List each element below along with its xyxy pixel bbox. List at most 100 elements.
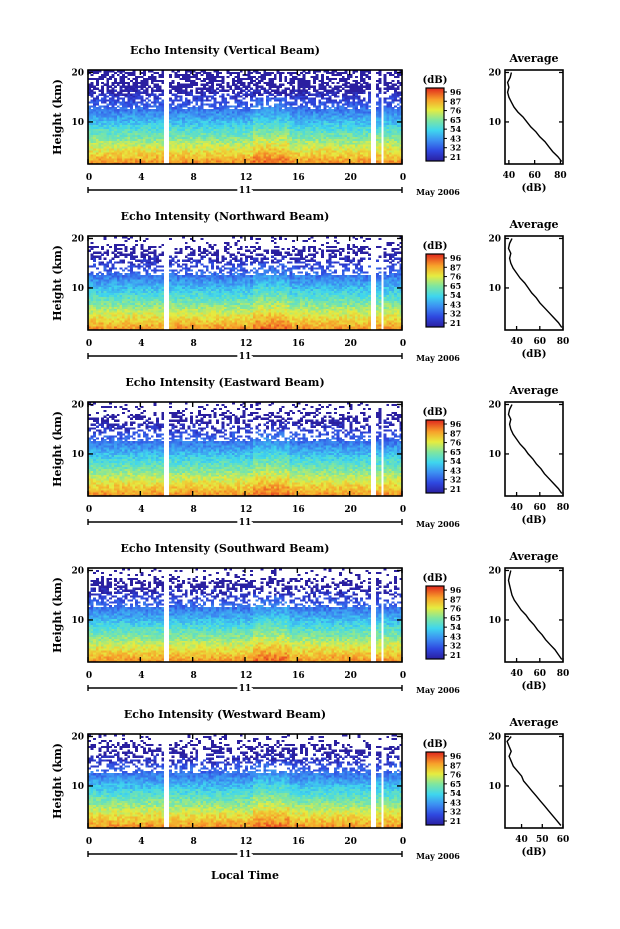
y-axis-label: Height (km) xyxy=(51,79,64,155)
y-axis-label: Height (km) xyxy=(51,743,64,819)
day-label: 11 xyxy=(239,186,252,196)
profile-y-tick-label: 20 xyxy=(488,234,501,244)
profile-x-tick-label: 80 xyxy=(557,503,570,513)
colorbar xyxy=(426,752,444,825)
panel-title: Echo Intensity (Eastward Beam) xyxy=(125,376,324,389)
colorbar-tick-label: 21 xyxy=(450,816,461,826)
x-tick-label: 20 xyxy=(344,505,357,515)
profile-frame xyxy=(505,236,563,330)
x-tick-label: 0 xyxy=(400,173,406,183)
profile-frame xyxy=(505,568,563,662)
x-tick-label: 16 xyxy=(292,837,305,847)
date-label: May 2006 xyxy=(416,353,460,363)
x-tick-label: 4 xyxy=(138,173,144,183)
y-axis-label: Height (km) xyxy=(51,245,64,321)
profile-x-label: (dB) xyxy=(522,515,547,526)
panel-title: Echo Intensity (Westward Beam) xyxy=(124,708,326,721)
profile-x-tick-label: 80 xyxy=(557,337,570,347)
profile-x-tick-label: 60 xyxy=(534,503,547,513)
profile-x-label: (dB) xyxy=(522,847,547,858)
x-tick-label: 16 xyxy=(292,173,305,183)
heatmap xyxy=(88,734,402,828)
y-tick-label: 20 xyxy=(71,68,84,78)
x-tick-label: 20 xyxy=(344,173,357,183)
profile-y-tick-label: 20 xyxy=(488,400,501,410)
profile-x-label: (dB) xyxy=(522,183,547,194)
panel-2: Echo Intensity (Northward Beam)1020Heigh… xyxy=(51,210,569,363)
day-label: 11 xyxy=(239,352,252,362)
profile-x-tick-label: 60 xyxy=(557,835,570,845)
x-tick-label: 20 xyxy=(344,339,357,349)
panel-title: Echo Intensity (Southward Beam) xyxy=(121,542,330,555)
profile-line xyxy=(508,73,562,162)
date-label: May 2006 xyxy=(416,519,460,529)
profile-title: Average xyxy=(508,384,558,397)
x-tick-label: 20 xyxy=(344,671,357,681)
heatmap xyxy=(88,236,402,330)
x-tick-label: 12 xyxy=(240,837,253,847)
x-tick-label: 12 xyxy=(240,173,253,183)
x-tick-label: 0 xyxy=(400,505,406,515)
x-tick-label: 8 xyxy=(191,837,197,847)
colorbar-tick-label: 21 xyxy=(450,152,461,162)
date-label: May 2006 xyxy=(416,187,460,197)
x-tick-label: 12 xyxy=(240,671,253,681)
x-tick-label: 4 xyxy=(138,505,144,515)
y-tick-label: 10 xyxy=(71,118,84,128)
profile-x-tick-label: 60 xyxy=(534,669,547,679)
profile-title: Average xyxy=(508,218,558,231)
x-tick-label: 4 xyxy=(138,671,144,681)
x-tick-label: 4 xyxy=(138,339,144,349)
profile-x-tick-label: 40 xyxy=(503,171,516,181)
x-tick-label: 0 xyxy=(86,505,92,515)
profile-title: Average xyxy=(508,550,558,563)
x-tick-label: 8 xyxy=(191,339,197,349)
y-tick-label: 10 xyxy=(71,284,84,294)
x-tick-label: 0 xyxy=(86,837,92,847)
x-tick-label: 0 xyxy=(400,339,406,349)
x-tick-label: 16 xyxy=(292,505,305,515)
x-tick-label: 0 xyxy=(86,671,92,681)
profile-y-tick-label: 20 xyxy=(488,566,501,576)
y-axis-label: Height (km) xyxy=(51,577,64,653)
x-tick-label: 20 xyxy=(344,837,357,847)
profile-y-tick-label: 20 xyxy=(488,732,501,742)
x-tick-label: 0 xyxy=(86,173,92,183)
colorbar-tick-label: 21 xyxy=(450,318,461,328)
colorbar xyxy=(426,254,444,327)
profile-frame xyxy=(505,402,563,496)
y-axis-label: Height (km) xyxy=(51,411,64,487)
x-tick-label: 8 xyxy=(191,505,197,515)
x-axis-label: Local Time xyxy=(211,869,279,882)
colorbar-label: (dB) xyxy=(423,407,448,418)
panel-1: Echo Intensity (Vertical Beam) 10 20 Height… xyxy=(51,44,567,197)
y-tick-label: 20 xyxy=(71,400,84,410)
profile-x-tick-label: 40 xyxy=(510,503,523,513)
y-tick-label: 20 xyxy=(71,566,84,576)
date-label: May 2006 xyxy=(416,685,460,695)
profile-y-tick-label: 10 xyxy=(488,118,501,128)
x-tick-label: 0 xyxy=(400,671,406,681)
profile-frame xyxy=(505,734,563,828)
x-tick-label: 4 xyxy=(138,837,144,847)
profile-line xyxy=(507,737,561,826)
x-tick-label: 8 xyxy=(191,173,197,183)
colorbar-label: (dB) xyxy=(423,241,448,252)
colorbar-label: (dB) xyxy=(423,573,448,584)
x-tick-label: 12 xyxy=(240,339,253,349)
heatmap xyxy=(88,70,402,164)
profile-y-tick-label: 10 xyxy=(488,284,501,294)
panel-title: Echo Intensity (Vertical Beam) xyxy=(130,44,320,57)
day-label: 11 xyxy=(239,518,252,528)
x-tick-label: 12 xyxy=(240,505,253,515)
date-label: May 2006 xyxy=(416,851,460,861)
profile-x-tick-label: 80 xyxy=(554,171,567,181)
y-tick-label: 10 xyxy=(71,782,84,792)
profile-title: Average xyxy=(508,52,558,65)
profile-x-tick-label: 50 xyxy=(536,835,549,845)
panel-5: Echo Intensity (Westward Beam) 10 20 Height… xyxy=(51,708,569,861)
profile-title: Average xyxy=(508,716,558,729)
colorbar xyxy=(426,586,444,659)
profile-x-label: (dB) xyxy=(522,349,547,360)
heatmap xyxy=(88,568,402,662)
